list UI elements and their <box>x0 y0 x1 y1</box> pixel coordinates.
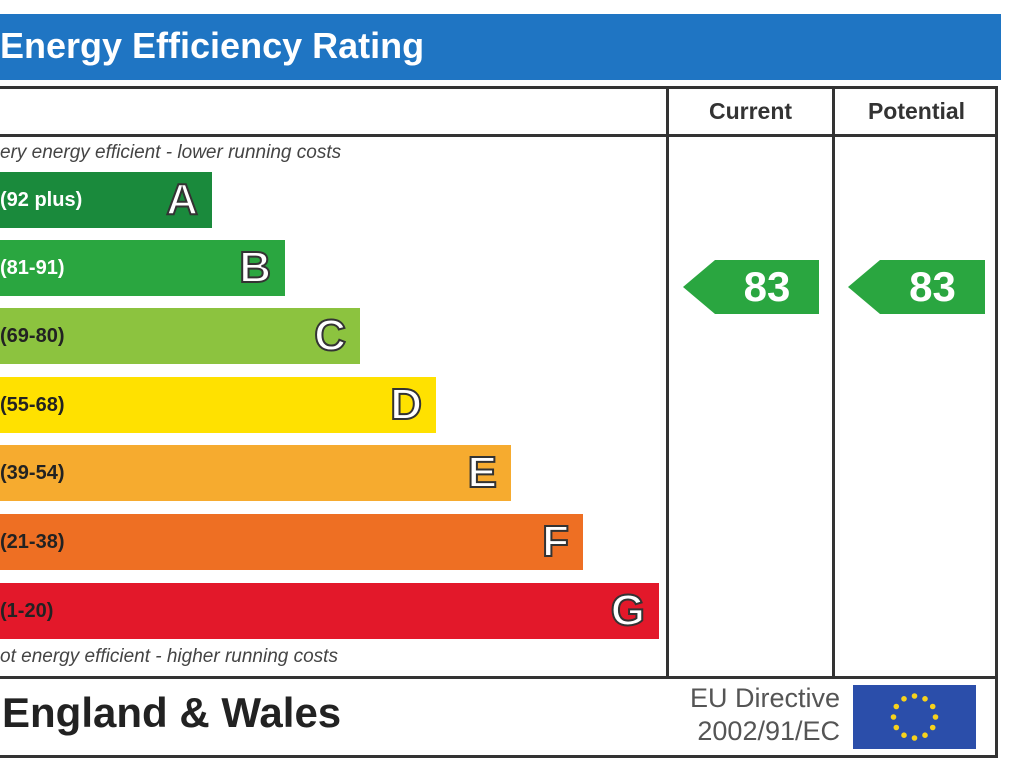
eu-star <box>893 724 900 731</box>
bottom-caption: ot energy efficient - higher running cos… <box>0 646 338 667</box>
rating-frame <box>0 86 998 758</box>
eu-star <box>922 696 928 702</box>
divider-header <box>0 134 998 137</box>
band-a: (92 plus) A <box>0 172 212 228</box>
eu-stars-icon <box>890 693 939 741</box>
current-rating-value: 83 <box>743 263 791 310</box>
band-range-label: (69-80) <box>0 325 65 347</box>
current-rating-arrow: 83 <box>683 260 819 314</box>
divider-potential <box>832 86 835 678</box>
eu-star <box>901 732 907 738</box>
band-range-label: (21-38) <box>0 531 65 553</box>
divider-footer <box>0 676 998 679</box>
band-b: (81-91) B <box>0 240 285 296</box>
current-arrow-shape <box>683 260 819 314</box>
eu-directive-line1: EU Directive <box>689 683 840 713</box>
potential-column-header: Potential <box>867 98 966 124</box>
band-range-label: (92 plus) <box>0 189 83 211</box>
band-letter: C <box>313 310 347 361</box>
band-letter: A <box>165 174 199 225</box>
divider-current <box>666 86 669 678</box>
eu-flag-icon <box>853 685 976 749</box>
title-bar: Energy Efficiency Rating <box>0 14 1001 80</box>
band-range-label: (55-68) <box>0 394 65 416</box>
eu-star <box>911 693 918 699</box>
band-g: (1-20) G <box>0 583 659 639</box>
band-letter: E <box>467 447 498 498</box>
band-range-label: (1-20) <box>0 600 54 622</box>
eu-star <box>911 735 918 741</box>
eu-star <box>901 696 907 702</box>
band-c: (69-80) C <box>0 308 360 364</box>
band-range-label: (81-91) <box>0 257 65 279</box>
potential-rating-arrow: 83 <box>848 260 985 314</box>
eu-directive-line2: 2002/91/EC <box>697 716 840 746</box>
region-label: England & Wales <box>2 689 342 736</box>
eu-star <box>929 703 936 710</box>
eu-star <box>922 732 928 738</box>
eu-star <box>890 714 897 720</box>
current-column-header: Current <box>708 98 793 124</box>
top-caption: ery energy efficient - lower running cos… <box>0 142 342 163</box>
eu-star <box>893 703 900 710</box>
band-range-label: (39-54) <box>0 462 65 484</box>
potential-arrow-shape <box>848 260 985 314</box>
band-letter: B <box>238 242 272 293</box>
eu-directive: EU Directive 2002/91/EC <box>620 682 840 748</box>
eu-star <box>932 714 939 720</box>
band-letter: G <box>610 585 646 636</box>
band-letter: D <box>389 379 423 430</box>
potential-rating-value: 83 <box>909 263 956 310</box>
chart-title: Energy Efficiency Rating <box>0 25 425 66</box>
band-letter: F <box>541 516 570 567</box>
band-f: (21-38) F <box>0 514 583 570</box>
band-e: (39-54) E <box>0 445 511 501</box>
band-d: (55-68) D <box>0 377 436 433</box>
eu-star <box>929 724 936 731</box>
